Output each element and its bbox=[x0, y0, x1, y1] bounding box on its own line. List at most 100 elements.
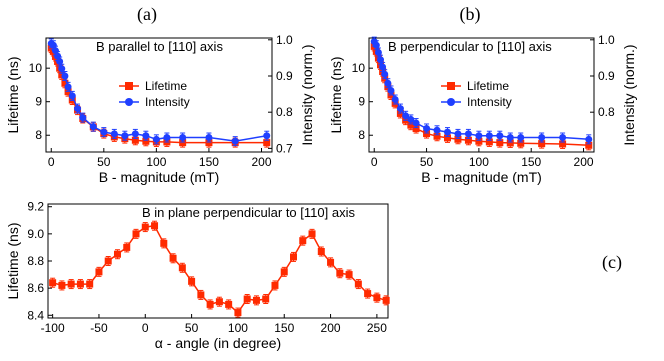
data-point-lifetime bbox=[475, 137, 483, 145]
data-point-intensity bbox=[443, 128, 451, 136]
legend-marker-lifetime bbox=[125, 82, 133, 90]
plot-frame bbox=[45, 37, 273, 153]
y-tick-label: 9 bbox=[358, 95, 365, 109]
data-point-intensity bbox=[263, 132, 271, 140]
x-tick-label: 0 bbox=[142, 321, 149, 335]
data-point-lifetime bbox=[132, 230, 140, 238]
data-point-lifetime bbox=[308, 230, 316, 238]
data-point-lifetime bbox=[454, 135, 462, 143]
y2-tick-label: 0.9 bbox=[276, 69, 293, 83]
data-point-lifetime bbox=[407, 121, 415, 129]
legend-label: Intensity bbox=[467, 95, 512, 109]
y-tick-label: 9 bbox=[35, 95, 42, 109]
legend-marker-intensity bbox=[125, 98, 133, 106]
data-point-intensity bbox=[538, 134, 546, 142]
data-point-intensity bbox=[387, 86, 395, 94]
y2-tick-label: 1.0 bbox=[598, 33, 615, 47]
data-point-intensity bbox=[433, 126, 441, 134]
data-point-lifetime bbox=[327, 258, 335, 266]
x-tick-label: 100 bbox=[228, 321, 248, 335]
data-point-intensity bbox=[423, 124, 431, 132]
data-point-lifetime bbox=[95, 268, 103, 276]
data-point-lifetime bbox=[104, 257, 112, 265]
legend-marker-lifetime bbox=[447, 82, 455, 90]
x-tick-label: 150 bbox=[521, 155, 541, 169]
x-tick-label: 100 bbox=[146, 155, 166, 169]
data-point-lifetime bbox=[61, 79, 69, 87]
data-point-intensity bbox=[517, 134, 525, 142]
y-tick-label: 9.2 bbox=[27, 200, 44, 214]
x-axis-label: α - angle (in degree) bbox=[155, 335, 281, 351]
data-point-intensity bbox=[61, 72, 69, 80]
data-point-lifetime bbox=[178, 264, 186, 272]
y-tick-label: 9.0 bbox=[27, 227, 44, 241]
legend-label: Intensity bbox=[145, 95, 190, 109]
y-tick-label: 10 bbox=[29, 61, 43, 75]
data-point-lifetime bbox=[559, 140, 567, 148]
x-tick-label: -50 bbox=[90, 321, 108, 335]
data-point-lifetime bbox=[317, 248, 325, 255]
data-point-intensity bbox=[379, 63, 387, 71]
x-axis-label: B - magnitude (mT) bbox=[99, 169, 220, 185]
y-axis-label: Lifetime (ns) bbox=[328, 56, 344, 133]
data-point-lifetime bbox=[443, 134, 451, 142]
data-point-intensity bbox=[374, 48, 382, 56]
data-point-lifetime bbox=[336, 269, 344, 277]
x-tick-label: 0 bbox=[48, 155, 55, 169]
data-point-lifetime bbox=[412, 125, 420, 133]
y2-axis-label: Intensity (norm.) bbox=[621, 44, 637, 145]
data-point-intensity bbox=[89, 123, 97, 131]
data-point-intensity bbox=[559, 134, 567, 142]
data-point-intensity bbox=[391, 96, 399, 104]
y-tick-label: 8 bbox=[358, 128, 365, 142]
data-point-lifetime bbox=[585, 141, 593, 149]
data-point-intensity bbox=[142, 132, 150, 140]
data-point-lifetime bbox=[206, 300, 214, 308]
data-point-lifetime bbox=[49, 279, 57, 287]
data-point-lifetime bbox=[423, 130, 431, 138]
legend-label: Lifetime bbox=[145, 79, 187, 93]
y-tick-label: 8.6 bbox=[27, 281, 44, 295]
y2-axis-label: Intensity (norm.) bbox=[299, 44, 315, 145]
data-point-lifetime bbox=[496, 139, 504, 147]
y2-tick-label: 1.0 bbox=[276, 33, 293, 47]
plot-frame bbox=[368, 37, 595, 153]
data-point-intensity bbox=[412, 119, 420, 127]
data-point-intensity bbox=[475, 132, 483, 140]
x-tick-label: 0 bbox=[371, 155, 378, 169]
x-axis-label: B - magnitude (mT) bbox=[421, 169, 542, 185]
data-point-intensity bbox=[454, 130, 462, 138]
data-point-lifetime bbox=[262, 295, 270, 303]
x-tick-label: 50 bbox=[97, 155, 111, 169]
data-point-intensity bbox=[464, 130, 472, 138]
data-point-lifetime bbox=[197, 291, 205, 299]
data-point-lifetime bbox=[76, 280, 84, 288]
data-point-lifetime bbox=[354, 280, 362, 288]
data-point-intensity bbox=[402, 112, 410, 120]
data-point-lifetime bbox=[373, 294, 381, 302]
data-point-intensity bbox=[231, 137, 239, 145]
x-tick-label: 200 bbox=[251, 155, 271, 169]
panel-c: -100 -50 0 50 100 150 200 250 8.4 8.6 8.8 9.0 9.2 α -… bbox=[5, 200, 622, 351]
data-point-intensity bbox=[205, 134, 213, 142]
x-tick-label: 50 bbox=[420, 155, 434, 169]
data-point-intensity bbox=[100, 128, 108, 136]
data-point-intensity bbox=[496, 132, 504, 140]
y-tick-label: 10 bbox=[352, 61, 366, 75]
data-point-lifetime bbox=[271, 281, 279, 289]
data-point-lifetime bbox=[141, 223, 149, 231]
x-tick-label: 150 bbox=[199, 155, 219, 169]
x-tick-label: -100 bbox=[41, 321, 65, 335]
data-point-lifetime bbox=[225, 300, 233, 308]
data-point-lifetime bbox=[382, 296, 390, 304]
panel-label: (c) bbox=[602, 252, 622, 273]
y-axis-label: Lifetime (ns) bbox=[5, 222, 21, 299]
data-point-intensity bbox=[68, 92, 76, 100]
data-point-intensity bbox=[74, 105, 82, 113]
data-point-lifetime bbox=[86, 280, 94, 288]
data-point-intensity bbox=[377, 56, 385, 64]
data-point-lifetime bbox=[234, 309, 242, 317]
y2-tick-label: 0.8 bbox=[598, 105, 615, 119]
data-point-intensity bbox=[372, 41, 380, 49]
data-point-intensity bbox=[396, 105, 404, 113]
